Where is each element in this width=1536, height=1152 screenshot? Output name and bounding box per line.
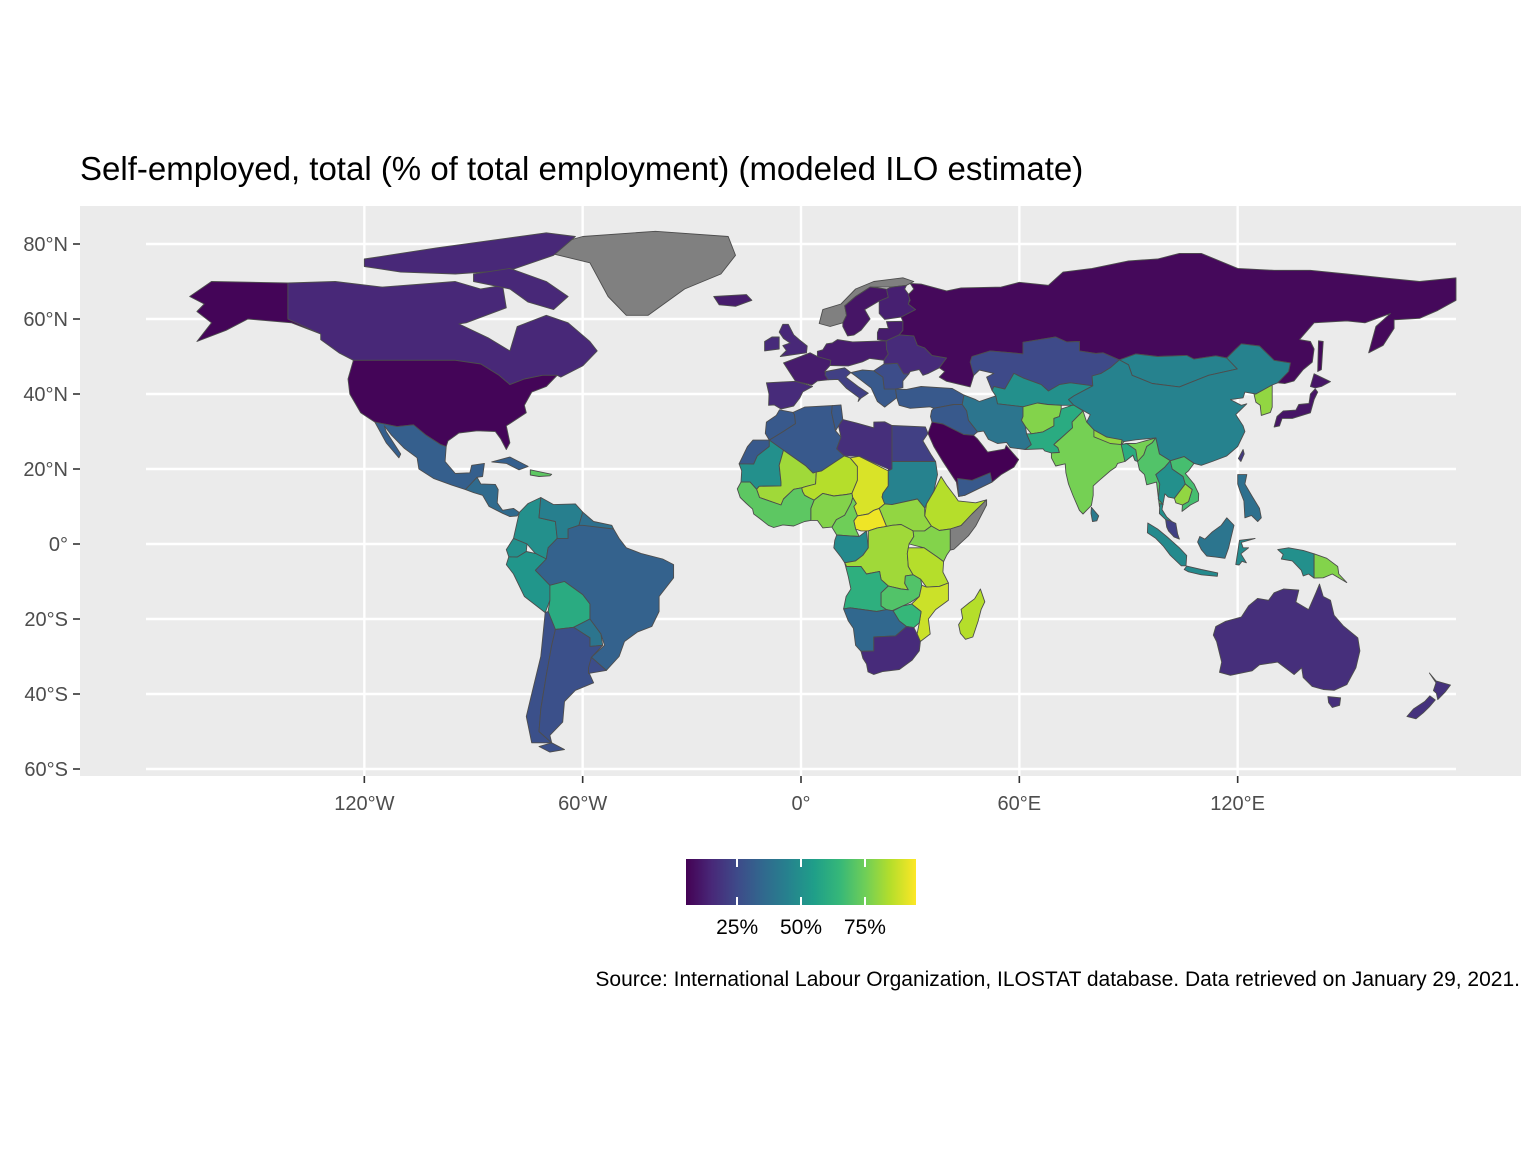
country-france	[783, 352, 832, 386]
legend-tick-mark	[863, 897, 866, 905]
country-madagascar	[958, 588, 986, 640]
legend-label: 75%	[843, 916, 886, 939]
country-yemen	[957, 472, 993, 497]
country-papua-new-guinea	[1313, 553, 1348, 584]
country-tierra-del-fuego	[538, 742, 565, 753]
lat-tick-label: 0°	[49, 534, 68, 556]
country-arabia	[927, 421, 1020, 497]
country-nz-north	[1428, 672, 1451, 701]
country-korea	[1253, 384, 1273, 416]
lon-tick-label: 120°E	[1210, 793, 1265, 815]
country-sri-lanka	[1090, 506, 1100, 522]
country-iberia	[765, 380, 814, 410]
country-tasmania	[1327, 696, 1342, 708]
source-caption: Source: International Labour Organizatio…	[595, 968, 1520, 991]
legend-tick-mark	[736, 859, 739, 867]
chart-title: Self-employed, total (% of total employm…	[80, 150, 1084, 187]
country-new-guinea-indonesia	[1277, 547, 1315, 579]
country-hokkaido	[1309, 373, 1331, 389]
country-central-america	[465, 476, 520, 518]
country-argentina	[538, 626, 604, 744]
country-west-africa-coastal	[736, 481, 815, 528]
country-arctic-islands	[363, 232, 576, 275]
legend-label: 50%	[779, 916, 823, 939]
country-great-britain	[778, 323, 808, 357]
lon-tick-label: 60°W	[558, 793, 607, 815]
country-nigeria	[810, 492, 854, 529]
country-borneo	[1197, 517, 1235, 559]
legend-tick-mark	[800, 859, 802, 867]
country-uruguay	[588, 656, 607, 674]
country-sulawesi	[1235, 537, 1256, 566]
legend-tick-mark	[800, 897, 802, 905]
lat-tick-label: 40°S	[24, 684, 68, 706]
country-java	[1183, 565, 1219, 577]
lon-tick-label: 0°	[791, 793, 810, 815]
country-philippines	[1237, 474, 1262, 522]
country-south-africa	[860, 626, 921, 675]
country-italy	[824, 367, 869, 402]
legend-label: 25%	[716, 916, 759, 939]
lat-tick-label: 80°N	[23, 234, 68, 256]
country-iceland	[713, 294, 753, 307]
country-ireland	[764, 336, 780, 352]
lat-tick-label: 60°N	[23, 309, 68, 331]
country-malaysia	[1165, 519, 1180, 540]
country-sudan	[881, 461, 938, 509]
country-cambodia	[1173, 483, 1193, 506]
latitude-labels: 80°N 60°N 40°N 20°N 0° 20°S 40°S 60°S	[23, 234, 68, 781]
country-baffin-island	[473, 267, 569, 311]
legend-tick-mark	[863, 859, 866, 867]
country-sumatra	[1146, 522, 1188, 567]
longitude-labels: 120°W 60°W 0° 60°E 120°E	[334, 793, 1265, 815]
lat-tick-label: 20°S	[24, 609, 68, 631]
country-taiwan	[1237, 449, 1245, 462]
axis-ticks	[73, 243, 1239, 783]
legend-tick-mark	[736, 897, 739, 905]
country-australia	[1212, 583, 1361, 691]
country-sakhalin	[1317, 340, 1324, 372]
country-uganda-kenya	[908, 525, 951, 563]
lon-tick-label: 120°W	[334, 793, 394, 815]
country-greenland	[534, 230, 736, 316]
countries-layer	[189, 230, 1457, 753]
lat-tick-label: 60°S	[24, 759, 68, 781]
lat-tick-label: 40°N	[23, 384, 68, 406]
lon-tick-label: 60°E	[998, 793, 1042, 815]
country-cuba	[491, 456, 529, 471]
country-hispaniola	[529, 469, 553, 477]
country-nz-south	[1406, 695, 1436, 720]
lat-tick-label: 20°N	[23, 459, 68, 481]
country-bangladesh	[1120, 443, 1139, 462]
country-japan	[1273, 388, 1319, 428]
